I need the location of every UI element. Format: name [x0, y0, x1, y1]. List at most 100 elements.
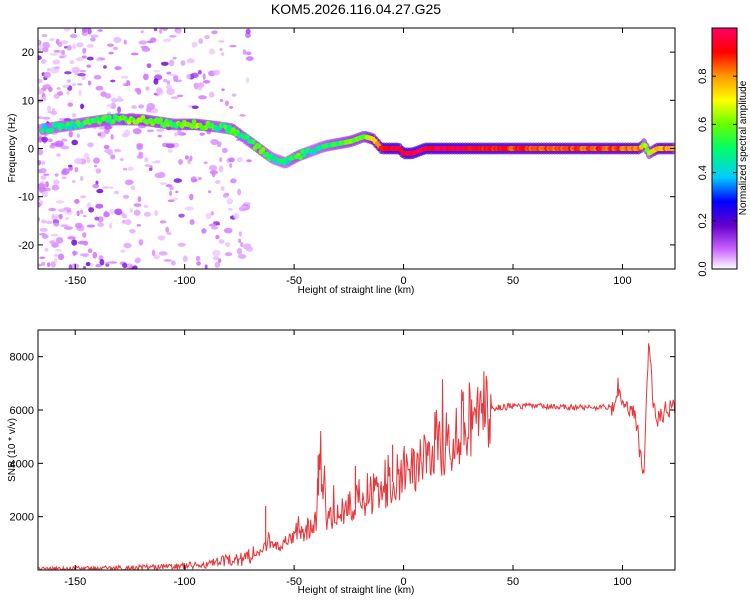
spectrogram-x-tick-label: -150 — [64, 275, 86, 287]
noise-speckle — [196, 87, 203, 91]
noise-speckle — [81, 55, 87, 59]
ridge-point — [110, 118, 116, 124]
noise-speckle — [218, 258, 222, 263]
noise-speckle — [98, 125, 106, 130]
ridge-point — [162, 122, 167, 129]
noise-speckle — [189, 193, 194, 201]
noise-speckle — [208, 164, 218, 171]
noise-speckle — [93, 157, 100, 164]
noise-speckle — [53, 254, 59, 257]
figure-title: KOM5.2026.116.04.27.G25 — [271, 1, 441, 17]
noise-speckle — [165, 143, 175, 149]
noise-speckle — [122, 262, 128, 269]
noise-speckle — [86, 156, 91, 164]
noise-speckle — [49, 38, 55, 42]
noise-speckle — [52, 59, 61, 65]
noise-speckle — [123, 194, 130, 199]
colorbar-tick-label: 0.4 — [697, 165, 709, 180]
noise-speckle — [184, 155, 189, 160]
noise-speckle — [166, 88, 175, 95]
noise-speckle — [72, 250, 77, 257]
snr-y-tick-label: 2000 — [10, 512, 34, 524]
noise-speckle — [69, 33, 78, 39]
noise-speckle — [101, 186, 110, 189]
noise-speckle — [209, 170, 219, 175]
noise-speckle — [95, 263, 102, 268]
noise-speckle — [157, 235, 166, 241]
noise-speckle — [191, 41, 198, 48]
ridge-point — [106, 114, 112, 120]
noise-speckle — [229, 106, 234, 109]
noise-speckle — [63, 45, 68, 49]
noise-speckle — [131, 105, 137, 109]
noise-speckle — [92, 251, 98, 259]
spectrogram-x-tick-label: -100 — [174, 275, 196, 287]
noise-speckle — [86, 224, 96, 228]
noise-speckle — [109, 208, 116, 215]
noise-speckle — [201, 228, 207, 234]
noise-speckle — [157, 171, 166, 178]
noise-speckle — [167, 199, 175, 203]
noise-speckle — [189, 219, 195, 226]
noise-speckle — [163, 259, 172, 262]
noise-speckle — [169, 190, 173, 197]
noise-speckle — [97, 132, 102, 137]
noise-speckle — [64, 71, 72, 75]
noise-speckle — [38, 216, 41, 223]
noise-speckle — [96, 58, 100, 62]
noise-speckle — [124, 129, 131, 137]
noise-speckle — [134, 87, 140, 93]
noise-speckle — [135, 257, 141, 263]
noise-speckle — [228, 157, 235, 163]
noise-speckle — [39, 227, 48, 232]
noise-speckle — [144, 164, 152, 168]
noise-speckle — [143, 211, 152, 217]
spectrogram-y-tick-label: -20 — [18, 240, 34, 252]
noise-speckle — [74, 199, 80, 204]
noise-speckle — [204, 264, 208, 269]
noise-speckle — [74, 167, 79, 173]
noise-speckle — [93, 74, 102, 80]
noise-speckle — [87, 80, 92, 86]
noise-speckle — [61, 138, 68, 142]
noise-speckle — [245, 246, 254, 252]
noise-speckle — [86, 64, 92, 68]
noise-speckle — [76, 82, 83, 86]
noise-speckle — [97, 29, 103, 32]
noise-speckle — [155, 160, 161, 163]
noise-speckle — [239, 114, 246, 117]
noise-speckle — [99, 258, 105, 266]
noise-speckle — [61, 168, 70, 175]
noise-speckle — [61, 49, 65, 56]
noise-speckle — [207, 190, 212, 194]
noise-speckle — [38, 159, 42, 166]
noise-speckle — [121, 213, 128, 219]
ridge-point — [264, 151, 270, 157]
colorbar-label: Normalized spectral amplitude — [738, 80, 749, 215]
noise-speckle — [41, 59, 47, 64]
noise-speckle — [185, 206, 194, 211]
noise-speckle — [41, 34, 48, 38]
noise-speckle — [174, 132, 179, 137]
noise-speckle — [108, 51, 114, 55]
noise-speckle — [56, 153, 61, 157]
noise-speckle — [38, 78, 43, 84]
noise-speckle — [169, 185, 174, 191]
snr-x-tick-label: 100 — [613, 576, 631, 588]
noise-speckle — [193, 82, 200, 90]
noise-speckle — [54, 214, 60, 219]
noise-speckle — [50, 233, 59, 237]
noise-speckle — [90, 37, 96, 42]
noise-speckle — [47, 105, 52, 112]
noise-speckle — [50, 142, 59, 146]
noise-speckle — [86, 56, 94, 61]
noise-speckle — [136, 144, 143, 150]
ridge-point — [231, 127, 236, 133]
noise-speckle — [119, 158, 124, 162]
noise-speckle — [220, 52, 225, 56]
noise-speckle — [160, 61, 169, 66]
noise-speckle — [90, 263, 94, 267]
noise-speckle — [197, 69, 202, 75]
noise-speckle — [79, 209, 84, 215]
